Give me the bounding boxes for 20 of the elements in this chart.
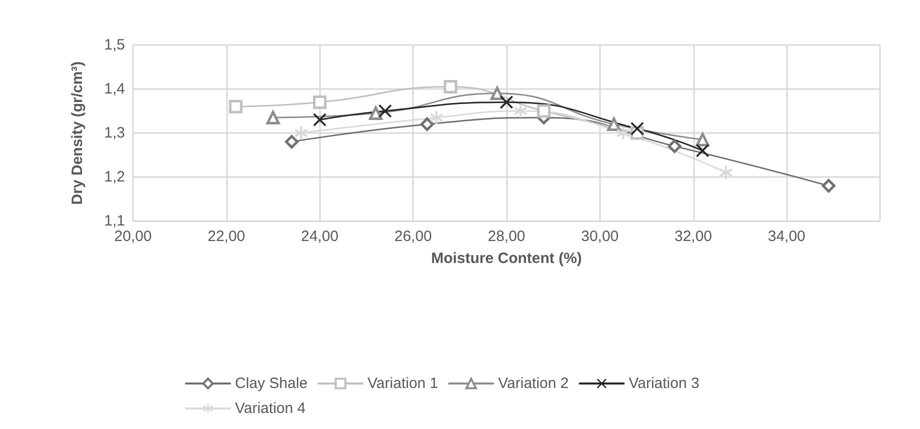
legend-label: Variation 4 <box>235 400 306 417</box>
x-tick-label: 20,00 <box>114 228 152 245</box>
legend-label: Variation 2 <box>498 375 569 392</box>
x-tick-label: 32,00 <box>674 228 712 245</box>
legend-label: Clay Shale <box>235 375 308 392</box>
legend-label: Variation 1 <box>368 375 438 392</box>
x-axis-title: Moisture Content (%) <box>431 250 582 267</box>
y-axis-title: Dry Density (gr/cm³) <box>69 61 86 205</box>
y-tick-label: 1,1 <box>104 212 125 230</box>
x-tick-label: 34,00 <box>768 228 806 245</box>
y-tick-label: 1,5 <box>104 36 125 54</box>
legend-label: Variation 3 <box>628 375 700 392</box>
y-tick-label: 1,3 <box>104 124 125 142</box>
y-tick-label: 1,2 <box>104 168 125 186</box>
y-tick-label: 1,4 <box>104 80 125 98</box>
x-tick-label: 22,00 <box>208 228 246 245</box>
x-tick-label: 26,00 <box>394 228 432 245</box>
x-tick-label: 24,00 <box>300 228 339 245</box>
x-tick-label: 28,00 <box>488 228 526 245</box>
x-tick-label: 30,00 <box>581 228 619 245</box>
